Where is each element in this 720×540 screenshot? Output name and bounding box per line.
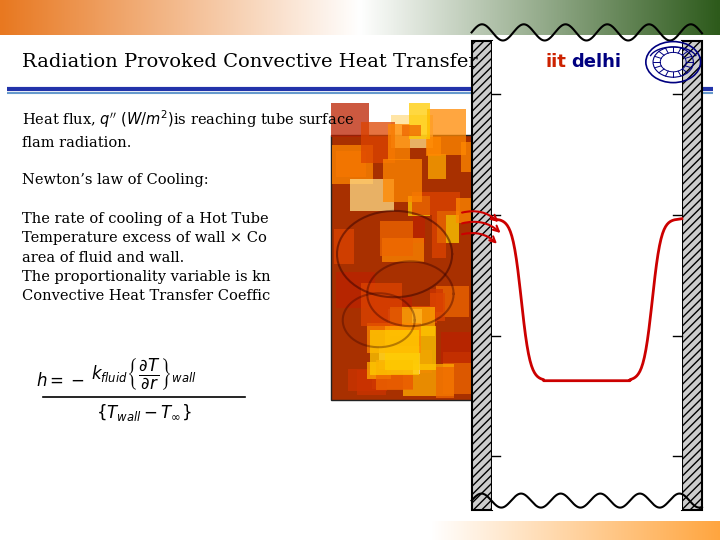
Bar [377,360,413,390]
Bar [461,141,472,172]
Text: $h = -$: $h = -$ [36,372,84,390]
Bar [483,145,526,176]
Bar [379,346,420,374]
Text: Newton’s law of Cooling:: Newton’s law of Cooling: [22,173,208,187]
Bar [431,215,446,258]
Bar [472,179,510,193]
Bar [332,145,374,184]
Bar [402,364,454,396]
Text: delhi: delhi [571,53,621,71]
Bar [383,159,422,202]
Bar [357,370,387,395]
Bar [390,114,433,148]
Bar [437,211,459,243]
Text: Radiation Provoked Convective Heat Transfer: Radiation Provoked Convective Heat Trans… [22,53,477,71]
Bar [436,286,469,317]
Bar [334,229,354,264]
Bar [348,369,387,392]
Bar [428,153,446,179]
Bar [387,309,422,325]
Bar [361,283,402,326]
Bar [331,135,490,400]
Bar [682,40,702,510]
Bar [367,362,391,379]
Bar [485,304,500,338]
Text: flam radiation.: flam radiation. [22,136,131,150]
Bar [380,221,413,256]
Bar [336,151,366,177]
Bar [412,192,459,215]
Text: Heat flux, $q''$ $(W/m^2)$is reaching tube surface: Heat flux, $q''$ $(W/m^2)$is reaching tu… [22,108,354,130]
Text: $k_{fluid}\left\{\dfrac{\partial T}{\partial r}\right\}_{wall}$: $k_{fluid}\left\{\dfrac{\partial T}{\par… [91,356,197,392]
Bar [492,40,682,510]
Bar [361,122,395,164]
Bar [400,307,437,322]
Text: Convective Heat Transfer Coeffic: Convective Heat Transfer Coeffic [22,289,270,303]
Bar [369,330,419,375]
Bar [372,296,413,334]
Bar [430,289,444,312]
Bar [480,252,513,294]
Bar [385,326,436,369]
Bar [456,198,492,222]
Bar [387,124,410,160]
Bar [382,238,423,262]
Bar [441,332,478,363]
Bar [336,272,374,308]
Text: iit: iit [546,53,567,71]
Bar [372,374,413,389]
Text: The proportionality variable is kn: The proportionality variable is kn [22,270,270,284]
Bar [331,103,369,137]
Text: area of fluid and wall.: area of fluid and wall. [22,251,184,265]
Bar [409,103,430,139]
Bar [408,197,431,217]
Bar [390,307,436,335]
Bar [413,209,426,243]
Bar [430,293,446,321]
Bar [0,35,720,89]
Text: Temperature excess of wall × Co: Temperature excess of wall × Co [22,231,266,245]
Bar [426,138,441,156]
Bar [444,352,496,394]
Text: The rate of cooling of a Hot Tube: The rate of cooling of a Hot Tube [22,212,269,226]
Bar [350,179,394,211]
Bar [436,367,454,399]
Bar [402,125,420,137]
Bar [427,109,466,154]
Bar [472,40,492,510]
Text: $\{T_{wall} - T_{\infty}\}$: $\{T_{wall} - T_{\infty}\}$ [96,402,192,423]
Bar [402,350,433,373]
Bar [367,323,420,353]
